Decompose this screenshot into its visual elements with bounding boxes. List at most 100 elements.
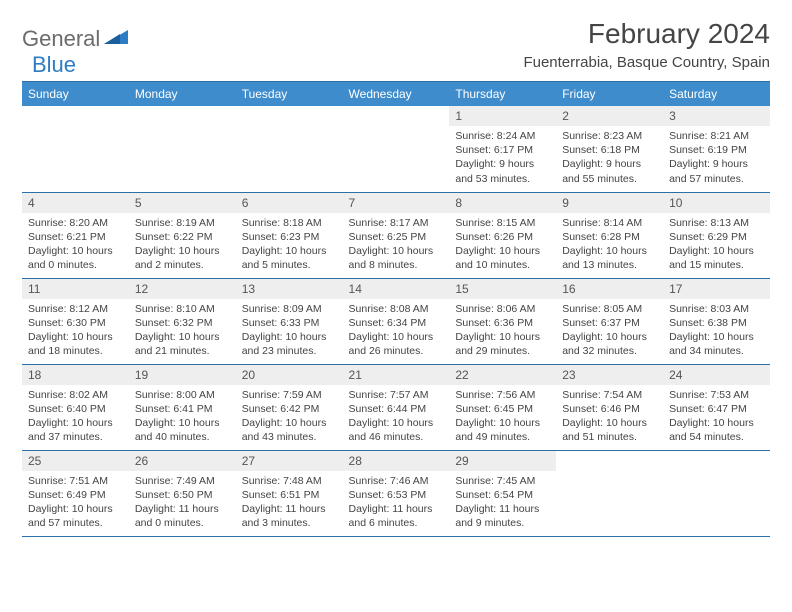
day-number: 25 (22, 451, 129, 471)
day-number: 16 (556, 279, 663, 299)
calendar-cell: 8Sunrise: 8:15 AMSunset: 6:26 PMDaylight… (449, 192, 556, 278)
calendar-cell (663, 450, 770, 536)
calendar-cell: 3Sunrise: 8:21 AMSunset: 6:19 PMDaylight… (663, 106, 770, 192)
calendar-cell: 19Sunrise: 8:00 AMSunset: 6:41 PMDayligh… (129, 364, 236, 450)
logo-sub: Blue (32, 44, 76, 78)
calendar-cell: 17Sunrise: 8:03 AMSunset: 6:38 PMDayligh… (663, 278, 770, 364)
day-details: Sunrise: 8:24 AMSunset: 6:17 PMDaylight:… (449, 126, 556, 189)
day-details: Sunrise: 7:53 AMSunset: 6:47 PMDaylight:… (663, 385, 770, 448)
calendar-cell: 1Sunrise: 8:24 AMSunset: 6:17 PMDaylight… (449, 106, 556, 192)
day-details: Sunrise: 8:00 AMSunset: 6:41 PMDaylight:… (129, 385, 236, 448)
day-details: Sunrise: 7:51 AMSunset: 6:49 PMDaylight:… (22, 471, 129, 534)
day-number: 9 (556, 193, 663, 213)
day-details: Sunrise: 8:19 AMSunset: 6:22 PMDaylight:… (129, 213, 236, 276)
day-details: Sunrise: 7:48 AMSunset: 6:51 PMDaylight:… (236, 471, 343, 534)
day-number: 5 (129, 193, 236, 213)
day-details: Sunrise: 8:08 AMSunset: 6:34 PMDaylight:… (343, 299, 450, 362)
day-number: 2 (556, 106, 663, 126)
day-number: 17 (663, 279, 770, 299)
day-number: 19 (129, 365, 236, 385)
calendar-cell: 6Sunrise: 8:18 AMSunset: 6:23 PMDaylight… (236, 192, 343, 278)
day-details: Sunrise: 8:20 AMSunset: 6:21 PMDaylight:… (22, 213, 129, 276)
title-block: February 2024 Fuenterrabia, Basque Count… (523, 18, 770, 71)
logo-triangle-icon (104, 28, 130, 51)
calendar-cell: 25Sunrise: 7:51 AMSunset: 6:49 PMDayligh… (22, 450, 129, 536)
weekday-header: Friday (556, 82, 663, 107)
day-details: Sunrise: 8:18 AMSunset: 6:23 PMDaylight:… (236, 213, 343, 276)
calendar-cell: 13Sunrise: 8:09 AMSunset: 6:33 PMDayligh… (236, 278, 343, 364)
day-details: Sunrise: 7:59 AMSunset: 6:42 PMDaylight:… (236, 385, 343, 448)
day-number: 26 (129, 451, 236, 471)
calendar-cell: 26Sunrise: 7:49 AMSunset: 6:50 PMDayligh… (129, 450, 236, 536)
calendar-cell: 2Sunrise: 8:23 AMSunset: 6:18 PMDaylight… (556, 106, 663, 192)
day-details: Sunrise: 8:12 AMSunset: 6:30 PMDaylight:… (22, 299, 129, 362)
month-title: February 2024 (523, 18, 770, 50)
day-number: 12 (129, 279, 236, 299)
day-details: Sunrise: 8:21 AMSunset: 6:19 PMDaylight:… (663, 126, 770, 189)
calendar-row: 11Sunrise: 8:12 AMSunset: 6:30 PMDayligh… (22, 278, 770, 364)
day-number: 23 (556, 365, 663, 385)
day-details: Sunrise: 8:10 AMSunset: 6:32 PMDaylight:… (129, 299, 236, 362)
day-number: 4 (22, 193, 129, 213)
day-details: Sunrise: 7:45 AMSunset: 6:54 PMDaylight:… (449, 471, 556, 534)
day-number: 18 (22, 365, 129, 385)
day-number: 11 (22, 279, 129, 299)
calendar-cell: 22Sunrise: 7:56 AMSunset: 6:45 PMDayligh… (449, 364, 556, 450)
header: General February 2024 Fuenterrabia, Basq… (22, 18, 770, 71)
calendar-cell: 11Sunrise: 8:12 AMSunset: 6:30 PMDayligh… (22, 278, 129, 364)
calendar-cell: 10Sunrise: 8:13 AMSunset: 6:29 PMDayligh… (663, 192, 770, 278)
day-details: Sunrise: 8:06 AMSunset: 6:36 PMDaylight:… (449, 299, 556, 362)
calendar-cell: 16Sunrise: 8:05 AMSunset: 6:37 PMDayligh… (556, 278, 663, 364)
weekday-header: Thursday (449, 82, 556, 107)
day-details: Sunrise: 8:09 AMSunset: 6:33 PMDaylight:… (236, 299, 343, 362)
day-number: 6 (236, 193, 343, 213)
calendar-cell (343, 106, 450, 192)
calendar-cell (556, 450, 663, 536)
day-details: Sunrise: 8:23 AMSunset: 6:18 PMDaylight:… (556, 126, 663, 189)
weekday-header: Sunday (22, 82, 129, 107)
calendar-cell (22, 106, 129, 192)
weekday-header: Tuesday (236, 82, 343, 107)
day-details: Sunrise: 7:54 AMSunset: 6:46 PMDaylight:… (556, 385, 663, 448)
calendar-cell: 27Sunrise: 7:48 AMSunset: 6:51 PMDayligh… (236, 450, 343, 536)
calendar-cell: 20Sunrise: 7:59 AMSunset: 6:42 PMDayligh… (236, 364, 343, 450)
calendar-head: SundayMondayTuesdayWednesdayThursdayFrid… (22, 82, 770, 107)
calendar-cell: 12Sunrise: 8:10 AMSunset: 6:32 PMDayligh… (129, 278, 236, 364)
weekday-header: Saturday (663, 82, 770, 107)
calendar-cell (129, 106, 236, 192)
calendar-cell: 15Sunrise: 8:06 AMSunset: 6:36 PMDayligh… (449, 278, 556, 364)
calendar-body: 1Sunrise: 8:24 AMSunset: 6:17 PMDaylight… (22, 106, 770, 536)
calendar-cell: 18Sunrise: 8:02 AMSunset: 6:40 PMDayligh… (22, 364, 129, 450)
day-number: 7 (343, 193, 450, 213)
calendar-cell (236, 106, 343, 192)
calendar-row: 1Sunrise: 8:24 AMSunset: 6:17 PMDaylight… (22, 106, 770, 192)
calendar-cell: 23Sunrise: 7:54 AMSunset: 6:46 PMDayligh… (556, 364, 663, 450)
calendar-cell: 14Sunrise: 8:08 AMSunset: 6:34 PMDayligh… (343, 278, 450, 364)
day-details: Sunrise: 7:49 AMSunset: 6:50 PMDaylight:… (129, 471, 236, 534)
day-details: Sunrise: 8:05 AMSunset: 6:37 PMDaylight:… (556, 299, 663, 362)
calendar-cell: 9Sunrise: 8:14 AMSunset: 6:28 PMDaylight… (556, 192, 663, 278)
calendar-row: 4Sunrise: 8:20 AMSunset: 6:21 PMDaylight… (22, 192, 770, 278)
logo-text-blue: Blue (32, 52, 76, 78)
day-details: Sunrise: 7:57 AMSunset: 6:44 PMDaylight:… (343, 385, 450, 448)
calendar-table: SundayMondayTuesdayWednesdayThursdayFrid… (22, 81, 770, 537)
day-details: Sunrise: 8:03 AMSunset: 6:38 PMDaylight:… (663, 299, 770, 362)
day-number: 28 (343, 451, 450, 471)
calendar-cell: 7Sunrise: 8:17 AMSunset: 6:25 PMDaylight… (343, 192, 450, 278)
day-number: 27 (236, 451, 343, 471)
day-number: 8 (449, 193, 556, 213)
day-number: 24 (663, 365, 770, 385)
day-details: Sunrise: 7:46 AMSunset: 6:53 PMDaylight:… (343, 471, 450, 534)
calendar-cell: 5Sunrise: 8:19 AMSunset: 6:22 PMDaylight… (129, 192, 236, 278)
day-details: Sunrise: 8:15 AMSunset: 6:26 PMDaylight:… (449, 213, 556, 276)
weekday-header: Monday (129, 82, 236, 107)
day-details: Sunrise: 8:13 AMSunset: 6:29 PMDaylight:… (663, 213, 770, 276)
day-number: 1 (449, 106, 556, 126)
day-details: Sunrise: 8:17 AMSunset: 6:25 PMDaylight:… (343, 213, 450, 276)
calendar-cell: 28Sunrise: 7:46 AMSunset: 6:53 PMDayligh… (343, 450, 450, 536)
calendar-cell: 21Sunrise: 7:57 AMSunset: 6:44 PMDayligh… (343, 364, 450, 450)
day-number: 21 (343, 365, 450, 385)
calendar-cell: 24Sunrise: 7:53 AMSunset: 6:47 PMDayligh… (663, 364, 770, 450)
day-number: 20 (236, 365, 343, 385)
day-number: 22 (449, 365, 556, 385)
